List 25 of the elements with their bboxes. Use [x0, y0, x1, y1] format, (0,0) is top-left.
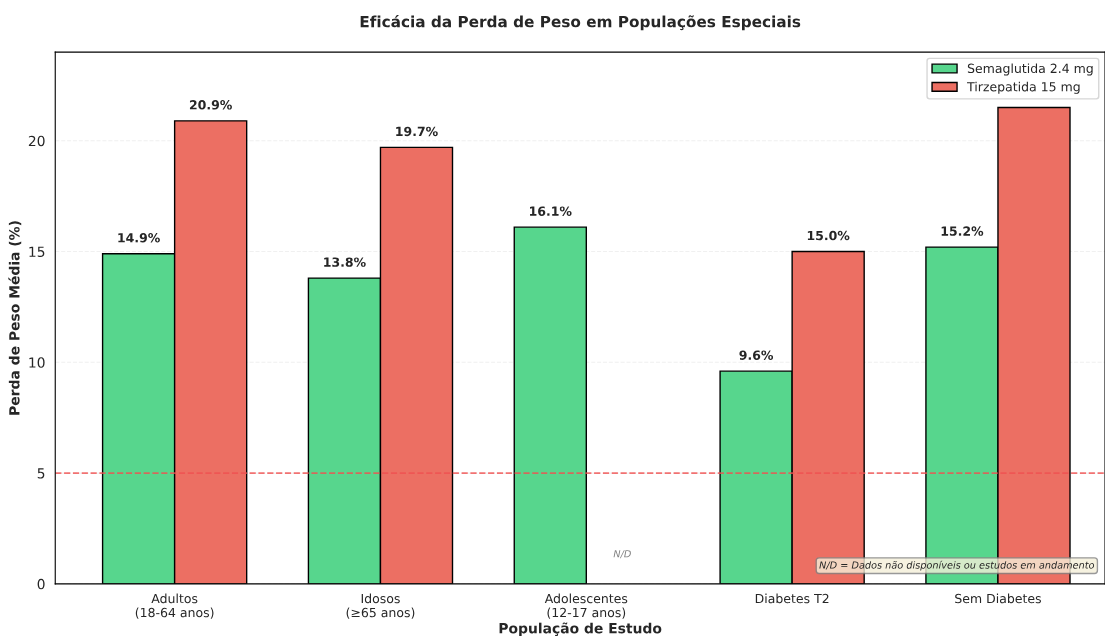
data-label: 16.1%	[530, 206, 572, 216]
data-label: 9.6%	[739, 350, 774, 360]
y-tick-label: 15	[29, 246, 45, 258]
x-tick-label: Adultos (18-64 anos)	[135, 593, 214, 619]
y-tick-label: 0	[37, 578, 45, 590]
y-tick-label: 5	[37, 468, 45, 479]
data-label: 15.2%	[941, 226, 984, 236]
legend-label: Tirzepatida 15 mg	[967, 81, 1080, 94]
data-label: 15.0%	[807, 230, 850, 241]
data-label: 13.8%	[324, 257, 366, 267]
chart-title: Eficácia da Perda de Peso em Populações Especiais	[360, 14, 801, 31]
x-tick-label: Idosos (≥65 anos)	[346, 593, 415, 619]
data-label: 14.9%	[118, 233, 160, 243]
x-tick-label: Sem Diabetes	[955, 593, 1041, 604]
x-axis-title: População de Estudo	[499, 622, 662, 636]
annotation: N/D	[613, 550, 631, 559]
data-label: 20.9%	[189, 100, 232, 110]
y-axis-title: Perda de Peso Média (%)	[8, 221, 22, 415]
annotation: N/D = Dados não disponíveis ou estudos em andamento	[819, 560, 1095, 571]
legend-label: Semaglutida 2.4 mg	[967, 63, 1093, 76]
y-tick-label: 20	[28, 135, 45, 147]
x-tick-label: Adolescentes (12-17 anos)	[544, 593, 628, 619]
y-tick-label: 10	[29, 357, 45, 368]
x-tick-label: Diabetes T2	[755, 593, 829, 604]
data-label: 19.7%	[396, 126, 438, 137]
